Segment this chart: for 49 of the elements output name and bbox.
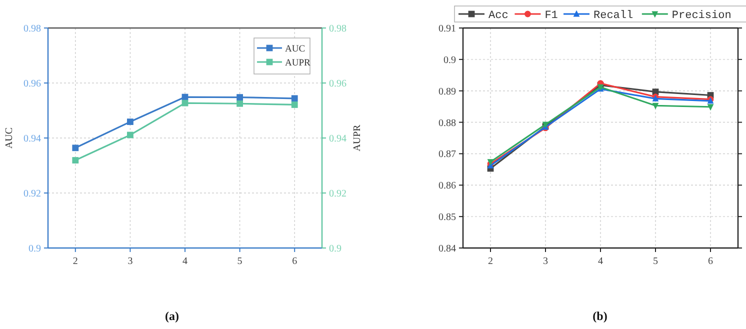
y-tick-label: 0.89 [438,86,456,98]
point [291,95,298,102]
y-tick-label: 0.86 [438,180,456,192]
legend-label: F1 [544,10,558,22]
point [291,102,298,108]
text: (b) [592,309,608,323]
point [72,144,79,152]
y-tick-label: 0.96 [24,78,41,90]
x-tick-label: 5 [237,256,242,267]
y-tick-label: 0.9 [28,244,41,254]
point [652,102,659,110]
y-tick-label: 0.85 [438,212,456,224]
point [72,157,79,164]
legend-label: Recall [594,10,634,22]
point [182,100,188,106]
x-tick-label: 5 [653,256,658,267]
x-tick-label: 3 [543,256,548,267]
legend-label: Precision [672,10,732,22]
text: (a) [165,309,179,323]
y2-tick-label: 0.94 [329,134,346,144]
legend-label: AUPR [285,58,312,68]
point [707,104,714,111]
x-tick-label: 4 [182,256,188,267]
x-tick-label: 2 [72,256,78,267]
y-tick-label: 0.91 [438,24,456,34]
y2-tick-label: 0.98 [329,24,346,34]
x-tick-label: 3 [128,256,133,267]
y2-tick-label: 0.96 [329,78,346,90]
point [236,94,243,100]
point [127,132,134,138]
y2-tick-label: 0.92 [329,188,346,200]
y-axis-title: AUC [4,127,15,149]
y-tick-label: 0.94 [24,134,41,144]
point [127,118,134,125]
y2-tick-label: 0.9 [329,244,342,254]
legend-label: Acc [488,10,508,22]
legend-label: AUC [285,44,306,54]
x-tick-label: 4 [598,256,603,267]
y-tick-label: 0.9 [444,54,456,66]
point [236,100,243,107]
x-tick-label: 6 [292,256,298,267]
y-tick-label: 0.87 [438,149,456,160]
y-tick-label: 0.88 [438,118,456,129]
y-tick-label: 0.98 [24,24,41,34]
y-tick-label: 0.92 [24,188,41,200]
x-tick-label: 2 [488,256,493,267]
x-tick-label: 6 [708,256,713,267]
y-tick-label: 0.84 [438,244,456,254]
y2-axis-title: AUPR [352,124,363,152]
